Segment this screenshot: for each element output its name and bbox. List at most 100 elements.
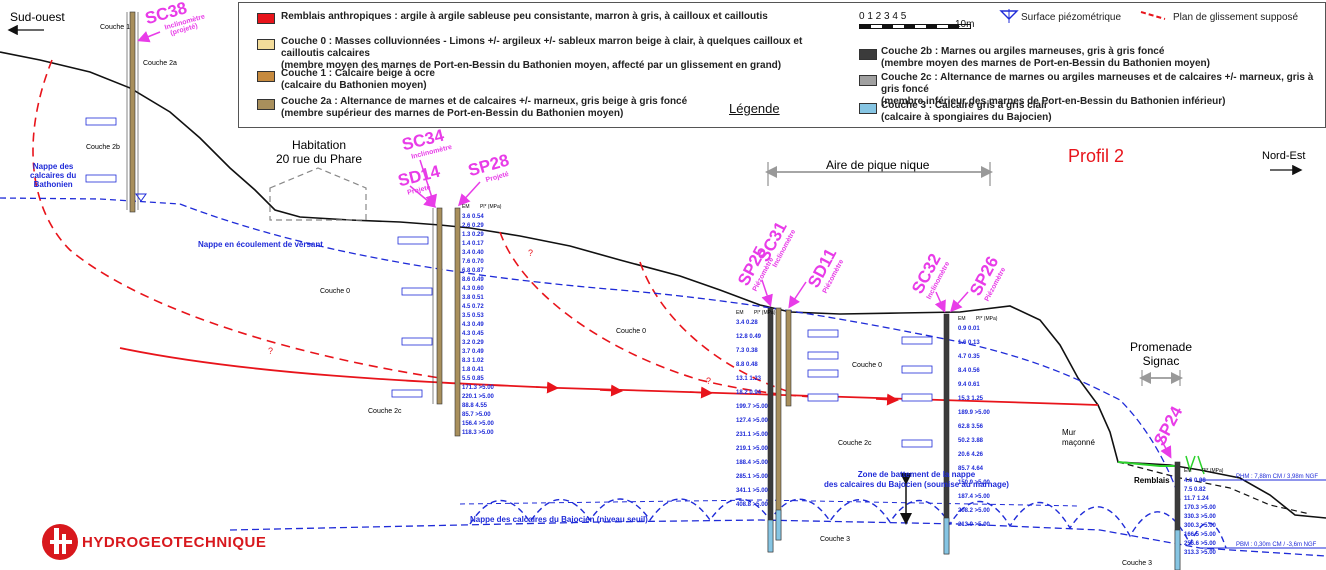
borehole-sp28 xyxy=(455,208,460,436)
pressio-value: 15.3 1.25 xyxy=(958,396,984,402)
pressio-value: 4.3 0.60 xyxy=(462,286,484,292)
pressio-value: 213.9 >5.00 xyxy=(958,522,991,528)
piezo-symbol xyxy=(136,194,146,201)
pressio-value: 156.4 >5.00 xyxy=(462,421,495,427)
legend-remblais: Remblais anthropiques : argile à argile … xyxy=(281,11,768,23)
slide-legend-icon xyxy=(1139,9,1169,23)
ne-label: Nord-Est xyxy=(1262,150,1305,162)
borehole-sd11 xyxy=(786,310,791,406)
pressio-value: 3.4 0.28 xyxy=(736,320,758,326)
couche3-label-b: Couche 3 xyxy=(1122,560,1152,567)
pressio-header-pl: Pl* (MPa) xyxy=(1202,468,1224,474)
pressio-value: 4.6 0.08 xyxy=(1184,478,1206,484)
pressio-sp24: EM Pl* (MPa) 4.6 0.08 7.5 0.82 11.7 1.24 170.… xyxy=(1184,468,1224,556)
pressio-value: 4.7 0.35 xyxy=(958,354,980,360)
pressio-value: 3.2 0.29 xyxy=(462,340,484,346)
pressio-value: 330.3 >5.00 xyxy=(1184,514,1217,520)
pressio-value: 0.9 0.01 xyxy=(958,326,980,332)
nappe-bathonien-label: Nappe des calcaires du Bathonien xyxy=(30,162,76,189)
legend-couche2a: Couche 2a : Alternance de marnes et de c… xyxy=(281,96,687,120)
company-logo: HYDROGEOTECHNIQUE xyxy=(36,518,336,562)
pressio-value: 187.4 >5.00 xyxy=(958,494,991,500)
pressio-value: 8.3 1.02 xyxy=(462,358,484,364)
pressio-value: 285.1 >5.00 xyxy=(736,474,769,480)
habitation-label: Habitation 20 rue du Phare xyxy=(260,138,378,166)
pressio-value: 171.3 >5.00 xyxy=(462,385,495,391)
aire-label: Aire de pique nique xyxy=(826,158,929,172)
pressio-value: 20.6 4.26 xyxy=(958,452,984,458)
legend-piezo: Surface piézométrique xyxy=(1021,12,1121,24)
pressio-value: 12.8 0.49 xyxy=(736,334,762,340)
borehole-sp26 xyxy=(944,314,949,554)
pressio-value: 5.5 0.85 xyxy=(462,376,484,382)
pressio-value: 8.8 0.48 xyxy=(736,362,758,368)
pressio-value: 2.6 0.29 xyxy=(462,223,484,229)
pressio-value: 9.4 0.61 xyxy=(958,382,980,388)
pressio-value: 118.3 >5.00 xyxy=(462,430,494,436)
pressio-value: 13.1 1.23 xyxy=(736,376,762,382)
pressio-header-em: EM xyxy=(462,204,470,210)
couche3-label-a: Couche 3 xyxy=(820,536,850,543)
pressio-value: 88.8 4.55 xyxy=(462,403,488,409)
pressio-value: 3.8 0.51 xyxy=(462,295,484,301)
pressio-value: 199.7 >5.00 xyxy=(736,404,769,410)
pressio-sp28: EM Pl* (MPa)3.6 0.542.6 0.291.3 0.291.4 0… xyxy=(462,204,502,436)
pressio-value: 85.7 >5.00 xyxy=(462,412,491,418)
pressio-header-pl: Pl* (MPa) xyxy=(754,310,776,316)
pressio-value: 1.8 0.41 xyxy=(462,367,484,373)
pressio-value: 231.1 >5.00 xyxy=(736,432,769,438)
borehole-sc38 xyxy=(127,12,138,212)
pressio-value: 4.5 0.72 xyxy=(462,304,484,310)
couche1-label: Couche 1 xyxy=(100,24,130,31)
piezo-legend-icon xyxy=(999,9,1019,23)
mur-label: Mur maçonné xyxy=(1062,428,1095,448)
pressio-value: 4.3 0.49 xyxy=(462,322,484,328)
legend-swatch-couche2a xyxy=(257,99,275,110)
remblais-label: Remblais xyxy=(1134,476,1170,485)
pressio-value: 4.3 0.45 xyxy=(462,331,484,337)
couche0-label-a: Couche 0 xyxy=(320,288,350,295)
legend-swatch-couche1 xyxy=(257,71,275,82)
promenade-label: Promenade Signac xyxy=(1118,340,1204,368)
couche0-label-c: Couche 0 xyxy=(852,362,882,369)
company-name: HYDROGEOTECHNIQUE xyxy=(82,534,266,551)
borehole-sp25 xyxy=(768,308,773,552)
couche2b-label: Couche 2b xyxy=(86,144,120,151)
pressio-value: 300.3 >5.00 xyxy=(1184,523,1217,529)
profile-title: Profil 2 xyxy=(1068,146,1124,167)
couche2c-label-a: Couche 2c xyxy=(368,408,401,415)
pressio-value: 1.4 0.17 xyxy=(462,241,484,247)
pressio-value: 313.3 >5.00 xyxy=(1184,550,1217,556)
pressio-value: 11.7 1.24 xyxy=(1184,496,1209,502)
legend-swatch-remblais xyxy=(257,13,275,24)
borehole-sp24 xyxy=(1175,462,1180,570)
pressio-value: 3.6 0.54 xyxy=(462,214,484,220)
pbm-label: PBM : 0,30m CM / -3,6m NGF xyxy=(1236,542,1316,548)
legend-couche1: Couche 1 : Calcaire beige à ocre (calcair… xyxy=(281,68,435,92)
pressio-value: 6.8 0.87 xyxy=(462,268,484,274)
pressio-value: 3.5 0.53 xyxy=(462,313,484,319)
pressio-value: 166.5 >5.00 xyxy=(1184,532,1217,538)
legend-swatch-couche0 xyxy=(257,39,275,50)
remblais-surface xyxy=(1118,462,1178,466)
legend-slide: Plan de glissement supposé xyxy=(1173,12,1298,24)
pressio-value: 3.4 0.40 xyxy=(462,250,484,256)
legend-swatch-couche3 xyxy=(859,103,877,114)
pressio-value: 341.1 >5.00 xyxy=(736,488,769,494)
nappe-versant xyxy=(180,204,1180,500)
pressio-value: 170.3 >5.00 xyxy=(1184,505,1217,511)
pressio-value: 256.6 >5.00 xyxy=(1184,541,1217,547)
pressio-value: 3.7 0.49 xyxy=(462,349,484,355)
legend-title: Légende xyxy=(729,101,780,116)
pressio-header-em: EM xyxy=(736,310,744,316)
pressio-value: 220.1 >5.00 xyxy=(462,394,495,400)
nappe-bajocien-label: Nappe des calcaires du Bajocien (niveau … xyxy=(470,515,648,524)
pressio-header-em: EM xyxy=(1184,468,1192,474)
legend-swatch-couche2b xyxy=(859,49,877,60)
pressio-value: 7.3 0.38 xyxy=(736,348,758,354)
pressio-value: 188.4 >5.00 xyxy=(736,460,769,466)
pressio-value: 208.2 >5.00 xyxy=(958,508,991,514)
pressio-value: 1.3 0.29 xyxy=(462,232,484,238)
svg-text:?: ? xyxy=(528,248,533,258)
